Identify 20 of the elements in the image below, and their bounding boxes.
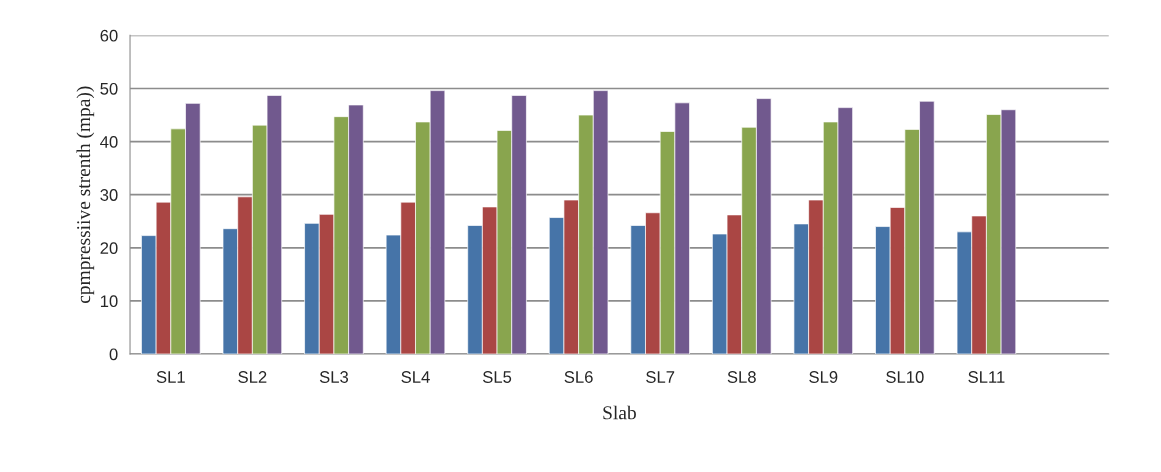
x-tick-label: SL6: [564, 371, 593, 383]
x-tick-label: SL1: [156, 371, 185, 383]
x-axis-title: Slab: [603, 405, 636, 420]
x-tick-label: SL8: [727, 371, 756, 383]
y-tick-label: 30: [100, 189, 118, 201]
y-tick-label: 60: [100, 29, 118, 42]
x-tick-label: SL3: [319, 371, 349, 383]
x-tick-label: SL5: [482, 371, 512, 383]
y-tick-label: 50: [100, 82, 118, 95]
x-tick-label: SL7: [646, 371, 675, 383]
x-tick-label: SL10: [886, 371, 924, 383]
x-tick-label: SL9: [809, 371, 838, 383]
y-tick-label: 40: [100, 136, 118, 148]
y-tick-label: 0: [109, 348, 118, 361]
x-tick-label: SL2: [238, 371, 267, 383]
y-tick-label: 20: [100, 242, 118, 254]
x-tick-label: SL11: [968, 371, 1005, 383]
y-axis-title: cpmpressiive strenth (mpa)): [76, 86, 95, 304]
y-tick-label: 10: [100, 295, 118, 308]
x-tick-label: SL4: [401, 371, 430, 383]
